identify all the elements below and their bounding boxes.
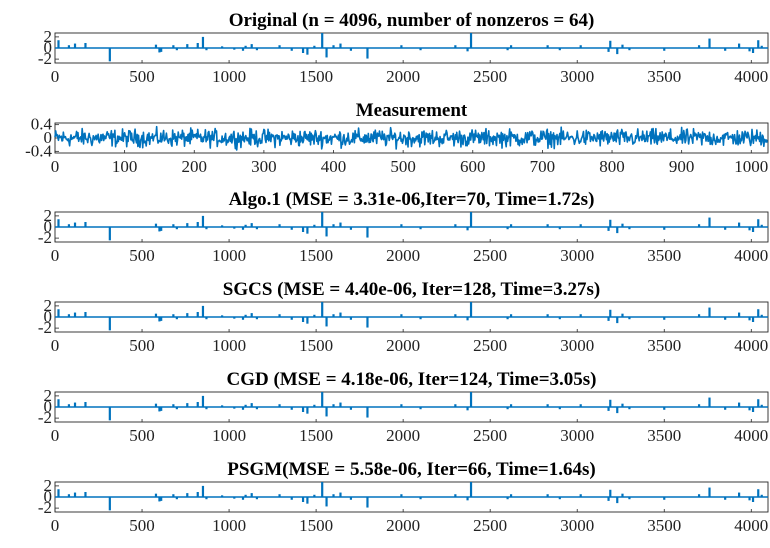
x-tick-label: 500 [129, 246, 155, 265]
x-tick-label: 300 [251, 157, 277, 176]
y-tick-label: 2 [44, 476, 53, 495]
y-tick-label: -0.4 [25, 141, 52, 160]
x-tick-label: 700 [530, 157, 556, 176]
x-tick-label: 3500 [647, 426, 681, 445]
y-tick-label: -2 [38, 228, 52, 247]
x-tick-label: 1500 [299, 516, 333, 535]
subplot-title: SGCS (MSE = 4.40e-06, Iter=128, Time=3.2… [223, 279, 600, 300]
subplot-title: Algo.1 (MSE = 3.31e-06,Iter=70, Time=1.7… [229, 189, 595, 210]
x-tick-label: 500 [129, 516, 155, 535]
x-tick-label: 1000 [212, 67, 246, 86]
x-tick-label: 3000 [560, 426, 594, 445]
y-tick-label: 0 [44, 128, 53, 147]
x-tick-label: 800 [599, 157, 625, 176]
x-tick-label: 2500 [473, 67, 507, 86]
x-tick-label: 4000 [734, 246, 768, 265]
x-tick-label: 1500 [299, 426, 333, 445]
x-tick-label: 1500 [299, 336, 333, 355]
y-tick-label: 0 [44, 397, 53, 416]
x-tick-label: 500 [390, 157, 416, 176]
subplot-4: SGCS (MSE = 4.40e-06, Iter=128, Time=3.2… [38, 279, 769, 355]
x-tick-label: 1000 [212, 336, 246, 355]
x-tick-label: 400 [321, 157, 347, 176]
x-tick-label: 0 [51, 516, 60, 535]
y-tick-label: -2 [38, 408, 52, 427]
y-tick-label: 2 [44, 206, 53, 225]
y-tick-label: 0 [44, 307, 53, 326]
x-tick-label: 4000 [734, 67, 768, 86]
x-tick-label: 2500 [473, 516, 507, 535]
y-tick-label: 2 [44, 296, 53, 315]
x-tick-label: 0 [51, 67, 60, 86]
x-tick-label: 1000 [212, 426, 246, 445]
x-tick-label: 500 [129, 336, 155, 355]
x-tick-label: 900 [669, 157, 695, 176]
x-tick-label: 4000 [734, 426, 768, 445]
y-tick-label: -2 [38, 49, 52, 68]
x-tick-label: 3000 [560, 516, 594, 535]
subplot-1: Original (n = 4096, number of nonzeros =… [38, 10, 769, 86]
x-tick-label: 2000 [386, 67, 420, 86]
x-tick-label: 2000 [386, 426, 420, 445]
x-tick-label: 0 [51, 157, 60, 176]
y-tick-label: 0 [44, 217, 53, 236]
x-tick-label: 3000 [560, 67, 594, 86]
x-tick-label: 2000 [386, 516, 420, 535]
x-tick-label: 3500 [647, 336, 681, 355]
measurement-series [54, 125, 769, 151]
x-tick-label: 1000 [212, 516, 246, 535]
y-tick-label: 2 [44, 27, 53, 46]
y-tick-label: 0 [44, 38, 53, 57]
subplot-5: CGD (MSE = 4.18e-06, Iter=124, Time=3.05… [38, 369, 769, 445]
y-tick-label: 0.4 [31, 115, 53, 134]
x-tick-label: 200 [182, 157, 208, 176]
x-tick-label: 500 [129, 67, 155, 86]
x-tick-label: 500 [129, 426, 155, 445]
x-tick-label: 3000 [560, 336, 594, 355]
x-tick-label: 0 [51, 246, 60, 265]
x-tick-label: 2500 [473, 246, 507, 265]
x-tick-label: 2500 [473, 426, 507, 445]
subplot-title: PSGM(MSE = 5.58e-06, Iter=66, Time=1.64s… [227, 459, 595, 480]
x-tick-label: 3000 [560, 246, 594, 265]
subplot-title: CGD (MSE = 4.18e-06, Iter=124, Time=3.05… [226, 369, 596, 390]
x-tick-label: 1000 [734, 157, 768, 176]
x-tick-label: 600 [460, 157, 486, 176]
x-tick-label: 3500 [647, 246, 681, 265]
x-tick-label: 2000 [386, 336, 420, 355]
x-tick-label: 4000 [734, 516, 768, 535]
x-tick-label: 2500 [473, 336, 507, 355]
x-tick-label: 1500 [299, 67, 333, 86]
subplot-title: Original (n = 4096, number of nonzeros =… [229, 10, 595, 31]
y-tick-label: 2 [44, 386, 53, 405]
x-tick-label: 4000 [734, 336, 768, 355]
y-tick-label: -2 [38, 498, 52, 517]
x-tick-label: 1000 [212, 246, 246, 265]
subplot-title: Measurement [356, 100, 468, 121]
y-tick-label: 0 [44, 487, 53, 506]
x-tick-label: 100 [112, 157, 138, 176]
x-tick-label: 2000 [386, 246, 420, 265]
x-tick-label: 0 [51, 426, 60, 445]
subplot-6: PSGM(MSE = 5.58e-06, Iter=66, Time=1.64s… [38, 459, 769, 535]
x-tick-label: 0 [51, 336, 60, 355]
x-tick-label: 3500 [647, 67, 681, 86]
subplot-3: Algo.1 (MSE = 3.31e-06,Iter=70, Time=1.7… [38, 189, 769, 265]
subplot-2: Measurement 0 100 200 300 400 500 600 700 800 900 1… [25, 100, 769, 176]
y-tick-label: -2 [38, 318, 52, 337]
x-tick-label: 1500 [299, 246, 333, 265]
x-tick-label: 3500 [647, 516, 681, 535]
